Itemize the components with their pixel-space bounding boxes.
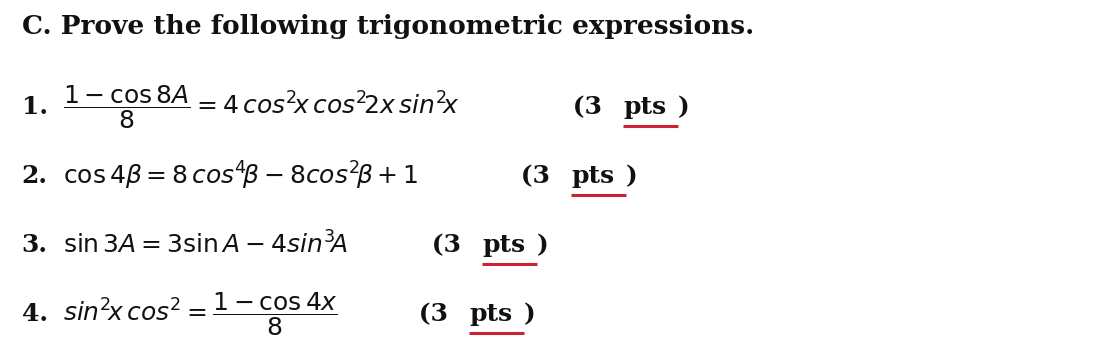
Text: pts: pts [624,95,666,119]
Text: (3: (3 [410,302,457,326]
Text: (3: (3 [564,95,612,119]
Text: pts: pts [571,164,614,188]
Text: $\sin 3A = 3\sin A - 4\mathit{sin}^3\!A$: $\sin 3A = 3\sin A - 4\mathit{sin}^3\!A$ [62,231,347,259]
Text: ): ) [678,95,689,119]
Text: C. Prove the following trigonometric expressions.: C. Prove the following trigonometric exp… [22,14,754,39]
Text: 3.: 3. [22,233,48,257]
Text: pts: pts [482,233,525,257]
Text: ): ) [626,164,638,188]
Text: ): ) [524,302,536,326]
Text: 4.: 4. [22,302,48,326]
Text: pts: pts [469,302,513,326]
Text: $\mathit{sin}^2\!x\,\mathit{cos}^2 = \dfrac{1-\cos 4x}{8}$: $\mathit{sin}^2\!x\,\mathit{cos}^2 = \df… [62,290,338,338]
Text: 2.: 2. [22,164,48,188]
Text: $\cos 4\beta = 8\,\mathit{cos}^4\!\beta - 8\mathit{cos}^2\!\beta + 1$: $\cos 4\beta = 8\,\mathit{cos}^4\!\beta … [62,160,418,192]
Text: 1.: 1. [22,95,48,119]
Text: ): ) [537,233,548,257]
Text: (3: (3 [423,233,470,257]
Text: (3: (3 [512,164,559,188]
Text: $\dfrac{1-\cos 8A}{8} = 4\,\mathit{cos}^2\!x\,\mathit{cos}^2\!2x\,\mathit{sin}^2: $\dfrac{1-\cos 8A}{8} = 4\,\mathit{cos}^… [62,83,459,131]
